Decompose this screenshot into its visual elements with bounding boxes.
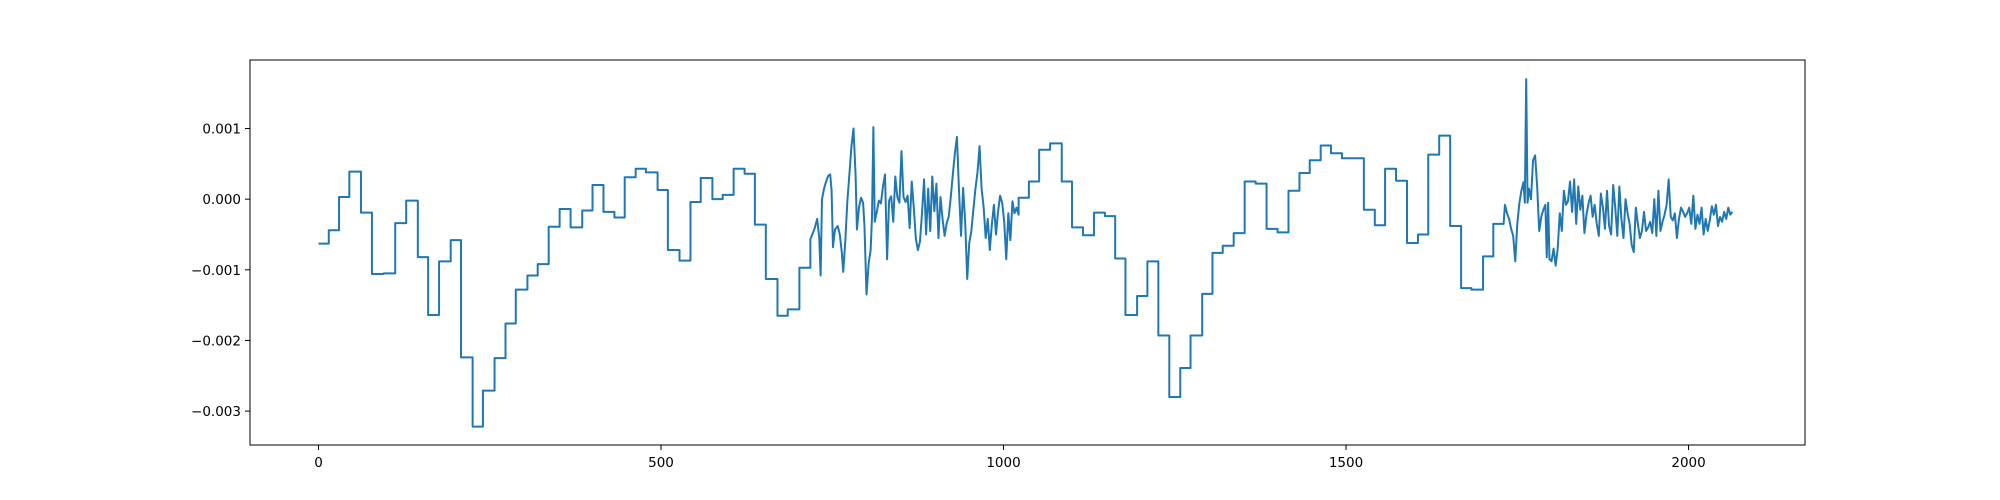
x-tick-label: 1500 [1329,455,1363,471]
y-tick-label: −0.001 [191,263,241,279]
x-tick-label: 1000 [986,455,1020,471]
y-tick-label: 0.000 [202,192,241,208]
x-tick-label: 2000 [1671,455,1705,471]
y-tick-label: −0.003 [191,404,241,420]
x-tick-label: 500 [648,455,674,471]
plot-area: 0 500 1000 1500 2000 −0.003 −0.002 −0.001 0.000 0… [191,59,1806,471]
series-line-0 [318,78,1734,428]
y-tick-label: 0.001 [202,122,241,138]
axes-frame [249,59,1806,446]
y-tick-label: −0.002 [191,333,241,349]
x-tick-label: 0 [314,455,323,471]
